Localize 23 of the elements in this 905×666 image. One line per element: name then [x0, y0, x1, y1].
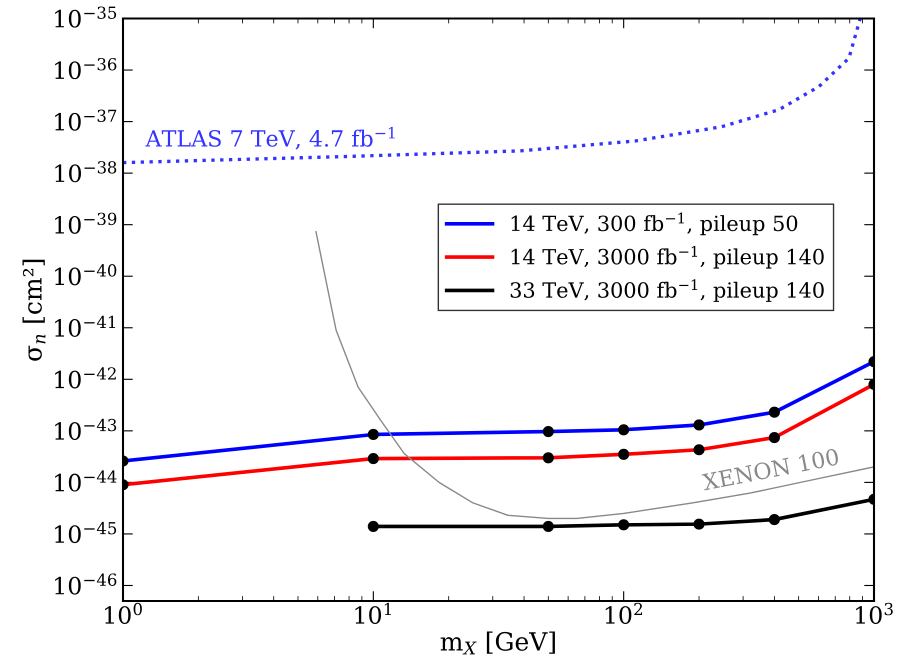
y-axis-title: σ$_{n}$ [cm²]: [22, 260, 46, 361]
x-tick-label: 10$^{0}$: [105, 602, 142, 624]
legend-label: 14 TeV, 300 fb$^{−1}$, pileup 50: [512, 212, 798, 236]
y-tick-label: 10$^{−37}$: [55, 110, 116, 131]
x-tick-label: 10$^{3}$: [856, 602, 893, 624]
y-tick-label: 10$^{−38}$: [55, 161, 116, 182]
y-tick-label: 10$^{−46}$: [55, 573, 116, 595]
x-tick-label: 10$^{1}$: [355, 602, 391, 624]
x-tick-label: 10$^{2}$: [606, 602, 642, 624]
y-tick-label: 10$^{−39}$: [55, 212, 116, 234]
y-tick-label: 10$^{−45}$: [55, 522, 116, 544]
series-label: ATLAS 7 TeV, 4.7 fb$^{−1}$: [145, 126, 395, 150]
y-tick-label: 10$^{−35}$: [55, 6, 116, 28]
y-tick-label: 10$^{−41}$: [55, 316, 116, 337]
y-tick-label: 10$^{−44}$: [55, 470, 117, 492]
y-tick-label: 10$^{−40}$: [55, 264, 116, 286]
text: XENON 100: [701, 448, 840, 491]
y-tick-label: 10$^{−43}$: [55, 418, 116, 440]
y-tick-label: 10$^{−36}$: [55, 58, 116, 80]
legend-label: 14 TeV, 3000 fb$^{−1}$, pileup 140: [512, 246, 824, 269]
legend-label: 33 TeV, 3000 fb$^{−1}$, pileup 140: [510, 279, 824, 302]
x-axis-title: m$_{X}$ [GeV]: [440, 631, 555, 654]
y-tick-label: 10$^{−42}$: [55, 367, 116, 388]
